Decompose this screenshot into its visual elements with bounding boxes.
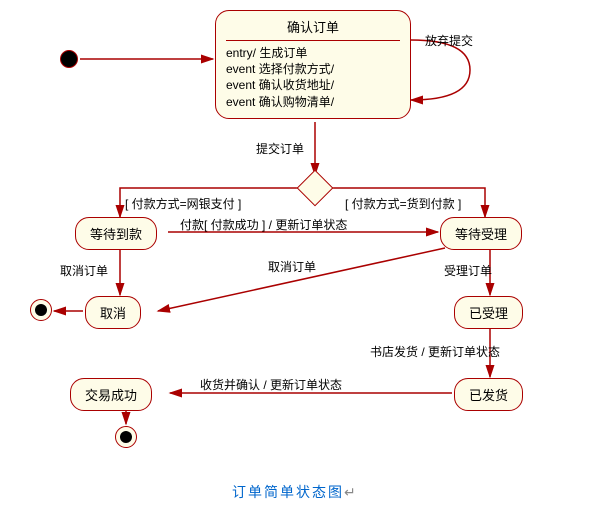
state-label: 已发货 xyxy=(469,388,508,403)
state-wait-accept: 等待受理 xyxy=(440,217,522,250)
diagram-caption: 订单简单状态图↵ xyxy=(232,482,358,502)
state-success: 交易成功 xyxy=(70,378,152,411)
state-label: 等待受理 xyxy=(455,227,507,242)
entry-action: entry/ 生成订单 xyxy=(226,45,400,61)
edge-label-accept: 受理订单 xyxy=(444,262,492,279)
state-wait-payment: 等待到款 xyxy=(75,217,157,250)
edge-label-ship: 书店发货 / 更新订单状态 xyxy=(370,343,500,360)
edge-label-pay-success: 付款[ 付款成功 ] / 更新订单状态 xyxy=(180,216,347,233)
edge-label-submit: 提交订单 xyxy=(256,140,304,157)
edge-label-receive: 收货并确认 / 更新订单状态 xyxy=(200,376,342,393)
state-label: 已受理 xyxy=(469,306,508,321)
state-accepted: 已受理 xyxy=(454,296,523,329)
state-cancel: 取消 xyxy=(85,296,141,329)
state-confirm-order: 确认订单 entry/ 生成订单 event 选择付款方式/ event 确认收… xyxy=(215,10,411,119)
state-label: 取消 xyxy=(100,306,126,321)
event-action: event 确认收货地址/ xyxy=(226,77,400,93)
state-label: 等待到款 xyxy=(90,227,142,242)
initial-node xyxy=(60,50,78,68)
edge-label-guard-bank: [ 付款方式=网银支付 ] xyxy=(125,195,241,212)
event-action: event 选择付款方式/ xyxy=(226,61,400,77)
state-body: entry/ 生成订单 event 选择付款方式/ event 确认收货地址/ … xyxy=(226,45,400,110)
final-node xyxy=(30,299,52,321)
state-title: 确认订单 xyxy=(226,17,400,36)
state-shipped: 已发货 xyxy=(454,378,523,411)
edge-label-cancel2: 取消订单 xyxy=(268,258,316,275)
caption-marker: ↵ xyxy=(344,484,358,500)
final-node xyxy=(115,426,137,448)
edge-label-abandon: 放弃提交 xyxy=(425,32,473,49)
caption-text: 订单简单状态图 xyxy=(232,484,344,500)
edge-label-cancel1: 取消订单 xyxy=(60,262,108,279)
event-action: event 确认购物清单/ xyxy=(226,94,400,110)
divider xyxy=(226,40,400,41)
state-label: 交易成功 xyxy=(85,388,137,403)
edge-label-guard-cod: [ 付款方式=货到付款 ] xyxy=(345,195,461,212)
